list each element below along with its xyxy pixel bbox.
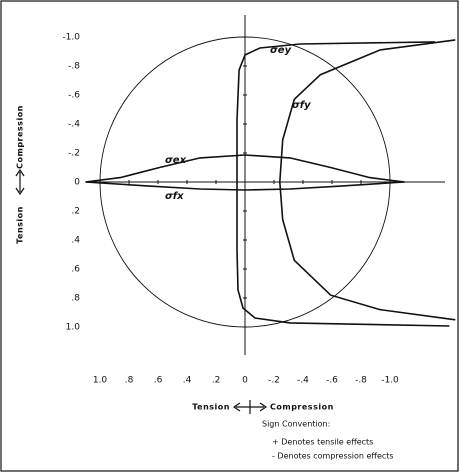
y-label-top: Compression — [16, 105, 25, 169]
y-label-bottom: Tension — [16, 206, 25, 244]
curve — [278, 39, 456, 321]
y-arrow — [15, 168, 25, 196]
series-label: σfx — [165, 191, 184, 202]
y-tick-label: -.6 — [68, 91, 80, 101]
x-tick-label: .2 — [212, 376, 221, 386]
curve — [236, 41, 450, 327]
x-tick-label: .4 — [183, 376, 192, 386]
curve — [85, 154, 405, 183]
x-label-right: Compression — [270, 403, 334, 412]
x-tick-label: 0 — [242, 376, 248, 386]
x-tick-label: .8 — [125, 376, 134, 386]
x-tick-label: .6 — [154, 376, 163, 386]
x-tick-label: 1.0 — [93, 376, 108, 386]
y-tick-label: -.4 — [68, 120, 80, 130]
y-tick-label: 1.0 — [66, 323, 81, 333]
y-tick-label: .8 — [71, 294, 80, 304]
x-tick-label: -1.0 — [381, 376, 399, 386]
curve — [85, 181, 405, 191]
y-tick-label: .2 — [71, 207, 80, 217]
x-tick-label: -.6 — [326, 376, 338, 386]
y-tick-label: 0 — [74, 178, 80, 188]
y-tick-label: .6 — [71, 265, 80, 275]
y-tick-label: .4 — [71, 236, 80, 246]
x-label-left: Tension — [192, 403, 230, 412]
series-label: σey — [270, 45, 292, 56]
series-label: σex — [165, 155, 187, 166]
x-arrow — [232, 400, 268, 414]
x-tick-label: -.8 — [355, 376, 367, 386]
note: + Denotes tensile effects — [272, 438, 373, 447]
note: Sign Convention: — [262, 420, 330, 429]
y-tick-label: -.8 — [68, 62, 80, 72]
y-tick-label: -.2 — [68, 149, 80, 159]
note: - Denotes compression effects — [272, 452, 394, 461]
series-label: σfy — [292, 100, 311, 111]
y-tick-label: -1.0 — [62, 33, 80, 43]
x-tick-label: -.4 — [297, 376, 309, 386]
x-tick-label: -.2 — [268, 376, 280, 386]
